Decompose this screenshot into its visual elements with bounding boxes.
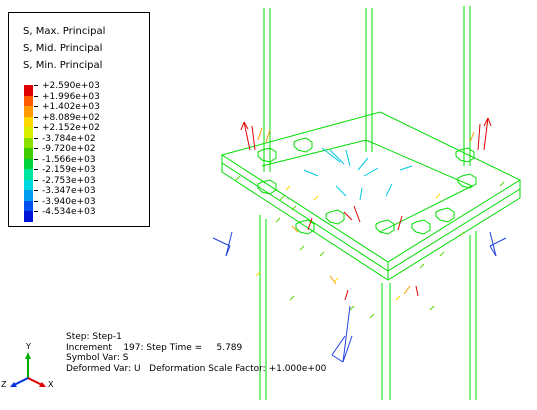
legend-color-swatch [24, 179, 33, 190]
legend-color-swatch [24, 200, 33, 211]
legend-tick [34, 148, 38, 149]
legend-entry: -2.753e+03 [24, 176, 144, 190]
legend-title-max-principal: S, Max. Principal [23, 26, 106, 37]
legend-value: +1.402e+03 [42, 102, 100, 112]
legend-color-swatch [24, 190, 33, 201]
symbol-var-label: Symbol Var: S [66, 353, 129, 363]
x-axis-arrow [39, 382, 46, 387]
legend-color-swatch [24, 127, 33, 138]
legend-entry: -3.347e+03 [24, 186, 144, 201]
legend-tick [34, 158, 38, 160]
y-axis-label: Y [25, 342, 31, 351]
legend-color-swatch [24, 211, 33, 222]
legend-color-swatch [24, 137, 33, 148]
legend-value: +1.996e+03 [42, 91, 100, 102]
legend-value: +8.089e+02 [42, 112, 100, 123]
legend-value: +2.152e+02 [42, 123, 100, 133]
legend-tick [34, 190, 38, 191]
legend-color-swatch [24, 169, 33, 180]
legend-tick [34, 127, 38, 128]
legend-tick [34, 95, 38, 97]
legend-color-swatch [24, 106, 33, 117]
increment-label: Increment 197: Step Time = 5.789 [66, 342, 243, 353]
z-axis-arrow [10, 382, 17, 387]
legend-tick [34, 85, 38, 86]
y-axis-arrow [25, 352, 31, 359]
legend-color-swatch [24, 95, 33, 106]
x-axis-line [27, 377, 43, 386]
legend-entry: +8.089e+02 [24, 113, 144, 127]
legend-tick [34, 169, 38, 170]
step-info-block: Step: Step-1 Increment 197: Step Time = … [66, 332, 326, 374]
legend-value: -4.534e+03 [42, 207, 96, 217]
legend-color-swatch [24, 116, 33, 127]
legend-color-swatch [24, 158, 33, 169]
x-axis-label: X [48, 380, 54, 389]
legend-entry: +1.996e+03 [24, 92, 144, 106]
legend-value: -3.347e+03 [42, 186, 96, 196]
legend-entry: -1.566e+03 [24, 155, 144, 169]
legend-value: -3.784e+02 [42, 133, 96, 144]
legend-entry: -9.720e+02 [24, 144, 144, 159]
legend-tick [34, 200, 38, 202]
legend-value: -9.720e+02 [42, 144, 96, 154]
z-axis-line [13, 377, 29, 386]
legend-tick [34, 137, 38, 139]
z-axis-label: Z [1, 380, 7, 389]
legend-tick [34, 106, 38, 107]
legend-entry: +1.402e+03 [24, 102, 144, 117]
legend-title-min-principal: S, Min. Principal [23, 60, 103, 71]
legend-tick [34, 116, 38, 118]
legend-value: -3.940e+03 [42, 196, 96, 207]
legend-entry: +2.590e+03 [24, 81, 144, 96]
legend-entry: -2.159e+03 [24, 165, 144, 180]
contour-legend[interactable]: S, Max. Principal S, Mid. Principal S, M… [8, 12, 150, 227]
deformed-var-label: Deformed Var: U Deformation Scale Factor… [66, 363, 327, 374]
legend-entry: -3.940e+03 [24, 197, 144, 211]
legend-color-swatch [24, 148, 33, 159]
legend-title-mid-principal: S, Mid. Principal [23, 43, 103, 54]
legend-entry: +2.152e+02 [24, 123, 144, 138]
legend-value: +2.590e+03 [42, 81, 100, 91]
legend-value: -2.159e+03 [42, 165, 96, 175]
legend-tick [34, 211, 38, 212]
axis-triad: Y X Z [1, 342, 54, 389]
legend-entry: -4.534e+03 [24, 207, 144, 222]
legend-entry: -3.784e+02 [24, 134, 144, 148]
legend-tick [34, 179, 38, 181]
legend-value: -2.753e+03 [42, 175, 96, 186]
legend-color-swatch [24, 85, 33, 96]
stress-symbols [212, 117, 507, 363]
step-label: Step: Step-1 [66, 332, 122, 342]
model-mesh [220, 6, 522, 400]
legend-value: -1.566e+03 [42, 154, 96, 165]
